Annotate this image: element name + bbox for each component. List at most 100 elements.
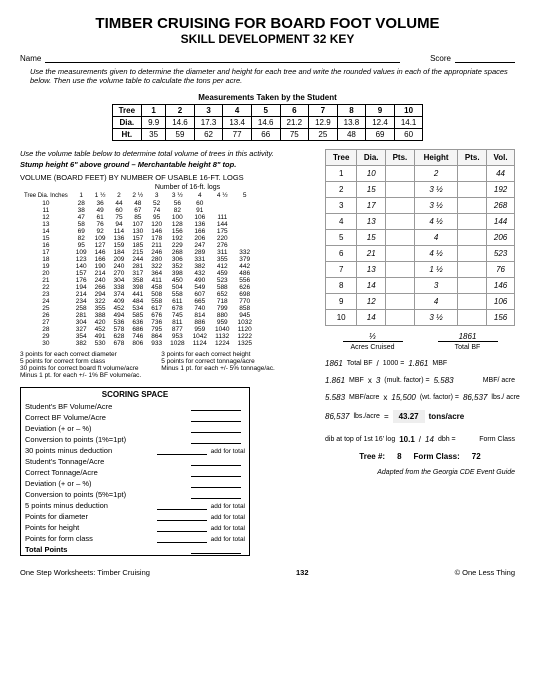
rule-line: 5 points for correct tonnage/acre [161, 358, 275, 365]
score-input-line[interactable] [455, 62, 515, 63]
vol-cell: 246 [147, 249, 166, 256]
vol-cell: 38 [72, 207, 91, 214]
vol-cell: 1325 [234, 340, 256, 347]
vol-cell: 534 [128, 305, 147, 312]
vol-cell: 945 [234, 312, 256, 319]
vol-cell: 281 [72, 312, 91, 319]
tree-cell: 13 [357, 214, 386, 230]
vol-cell: 247 [189, 242, 211, 249]
scoring-label: Conversion to points (5%=1pt) [25, 490, 187, 499]
form-class-val: 72 [472, 452, 481, 461]
meas-cell: 9.9 [142, 117, 166, 129]
vol-cell: 95 [72, 242, 91, 249]
tree-cell [386, 262, 415, 278]
vol-cell: 382 [189, 263, 211, 270]
total-bf-label: Total BF [420, 344, 515, 351]
vol-cell: 17 [20, 249, 72, 256]
vol-cell: 10 [20, 200, 72, 207]
vol-cell: 136 [110, 235, 129, 242]
tree-header: Dia. [357, 150, 386, 166]
vol-cell: 47 [72, 214, 91, 221]
scoring-input-line[interactable] [191, 443, 241, 444]
scoring-input-line[interactable] [191, 487, 241, 488]
scoring-input-line[interactable] [157, 509, 207, 510]
acres-label: Acres Cruised [325, 344, 420, 351]
scoring-input-line[interactable] [157, 520, 207, 521]
meas-header: 2 [166, 105, 195, 117]
vol-cell: 27 [20, 319, 72, 326]
rule-line: Minus 1 pt. for each +/- 1% BF volume/ac… [20, 372, 141, 379]
vol-cell: 234 [72, 298, 91, 305]
vol-cell: 607 [189, 291, 211, 298]
meas-cell: 62 [194, 129, 223, 141]
vol-cell: 67 [128, 207, 147, 214]
vol-cell: 156 [166, 228, 188, 235]
scoring-input-line[interactable] [157, 542, 207, 543]
scoring-extra: add for total [211, 448, 245, 455]
vol-cell: 626 [234, 284, 256, 291]
meas-cell: 21.2 [280, 117, 309, 129]
calc-lbl: (wt. factor) = [420, 394, 459, 401]
calc-unit: MBF/ acre [483, 377, 515, 384]
vol-col-head: 1 [72, 191, 91, 200]
vol-cell: 12 [20, 214, 72, 221]
tree-cell [386, 198, 415, 214]
vol-cell [234, 228, 256, 235]
scoring-input-line[interactable] [191, 432, 241, 433]
total-bf-value: 1861 [438, 332, 498, 342]
vol-dia-head: Tree Dia. Inches [20, 191, 72, 200]
vol-col-head: 2 ½ [128, 191, 147, 200]
scoring-input-line[interactable] [191, 465, 241, 466]
logs-label: Number of 16-ft. logs [60, 184, 315, 191]
vol-cell: 420 [91, 319, 110, 326]
vol-cell: 276 [211, 242, 233, 249]
tree-cell: 4 [414, 230, 458, 246]
calc-val: 14 [425, 435, 434, 444]
vol-cell [234, 242, 256, 249]
vol-cell: 676 [147, 312, 166, 319]
scoring-input-line[interactable] [191, 553, 241, 554]
vol-cell: 144 [211, 221, 233, 228]
tree-cell [386, 230, 415, 246]
vol-cell: 959 [211, 319, 233, 326]
scoring-input-line[interactable] [157, 531, 207, 532]
scoring-input-line[interactable] [191, 410, 241, 411]
vol-cell: 185 [128, 242, 147, 249]
scoring-label: Total Points [25, 545, 187, 554]
vol-cell: 1124 [189, 340, 211, 347]
scoring-input-line[interactable] [191, 498, 241, 499]
meas-header: Tree [112, 105, 141, 117]
meas-cell: 13.4 [223, 117, 252, 129]
vol-cell: 317 [128, 270, 147, 277]
scoring-row: Points for diameteradd for total [21, 511, 249, 522]
tree-cell: 14 [357, 278, 386, 294]
vol-cell: 49 [91, 207, 110, 214]
scoring-input-line[interactable] [191, 476, 241, 477]
tree-num-val: 8 [397, 452, 401, 461]
calc-unit: tons/acre [429, 412, 465, 421]
scoring-input-line[interactable] [157, 454, 207, 455]
vol-cell: 211 [147, 242, 166, 249]
vol-cell: 24 [20, 298, 72, 305]
tree-cell: 2 [414, 166, 458, 182]
vol-cell: 1224 [211, 340, 233, 347]
scoring-row: Conversion to points (1%=1pt) [21, 434, 249, 445]
name-input-line[interactable] [45, 62, 400, 63]
measurements-table: Tree12345678910 Dia.9.914.617.313.414.62… [112, 104, 424, 141]
calc-lbl: (mult. factor) = [384, 377, 429, 384]
tree-cell: 3 [326, 198, 357, 214]
meas-header: 7 [309, 105, 338, 117]
tree-cell [458, 246, 487, 262]
calc-val: 86,537 [463, 393, 487, 402]
calc-op: / [376, 359, 378, 368]
tree-cell: 156 [487, 310, 515, 326]
calc-lbl: lbs./acre [353, 413, 379, 420]
vol-cell: 1222 [234, 333, 256, 340]
calc-lbl: MBF [349, 377, 364, 384]
meas-cell: 25 [309, 129, 338, 141]
scoring-input-line[interactable] [191, 421, 241, 422]
vol-cell: 549 [189, 284, 211, 291]
vol-cell: 450 [166, 277, 188, 284]
tree-cell [458, 182, 487, 198]
calc-val: 1.861 [325, 376, 345, 385]
